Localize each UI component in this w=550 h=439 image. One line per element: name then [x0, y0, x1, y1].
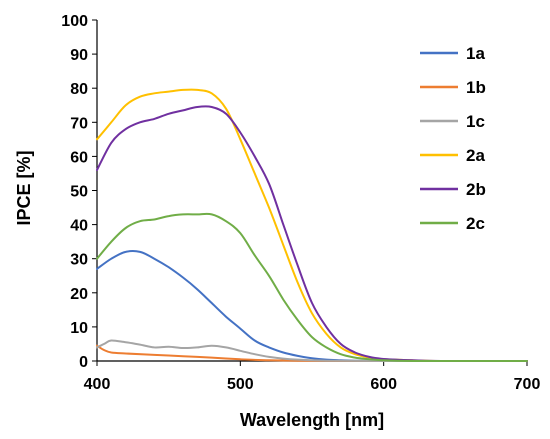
- legend-label-1a: 1a: [466, 44, 485, 63]
- y-tick-label: 10: [70, 320, 88, 337]
- y-tick-label: 20: [70, 286, 88, 303]
- y-tick-label: 80: [70, 81, 88, 98]
- x-tick-label: 500: [227, 376, 254, 393]
- series-line-2a: [96, 88, 528, 363]
- y-axis-title: IPCE [%]: [14, 150, 34, 225]
- legend-label-1c: 1c: [466, 112, 485, 131]
- legend-label-2a: 2a: [466, 146, 485, 165]
- series-line-1a: [96, 250, 528, 363]
- x-axis-title: Wavelength [nm]: [240, 410, 384, 430]
- y-tick-label: 100: [61, 13, 88, 30]
- y-tick-label: 60: [70, 149, 88, 166]
- legend-label-1b: 1b: [466, 78, 486, 97]
- series-line-2b: [96, 105, 528, 363]
- axes-layer: 0 10 20 30 40 50 60 70 80 90 100 400 500 600 700: [61, 13, 540, 393]
- y-tick-label: 30: [70, 252, 88, 269]
- y-tick-label: 0: [79, 354, 88, 371]
- legend: 1a 1b 1c 2a 2b 2c: [420, 44, 486, 233]
- series-layer: [96, 88, 528, 363]
- y-tick-label: 70: [70, 115, 88, 132]
- y-tick-label: 40: [70, 218, 88, 235]
- x-tick-label: 700: [514, 376, 541, 393]
- legend-label-2c: 2c: [466, 214, 485, 233]
- x-tick-label: 400: [84, 376, 111, 393]
- y-tick-label: 50: [70, 184, 88, 201]
- legend-label-2b: 2b: [466, 180, 486, 199]
- y-tick-label: 90: [70, 47, 88, 64]
- series-line-1c: [96, 339, 528, 363]
- series-line-2c: [96, 212, 528, 363]
- x-tick-label: 600: [370, 376, 397, 393]
